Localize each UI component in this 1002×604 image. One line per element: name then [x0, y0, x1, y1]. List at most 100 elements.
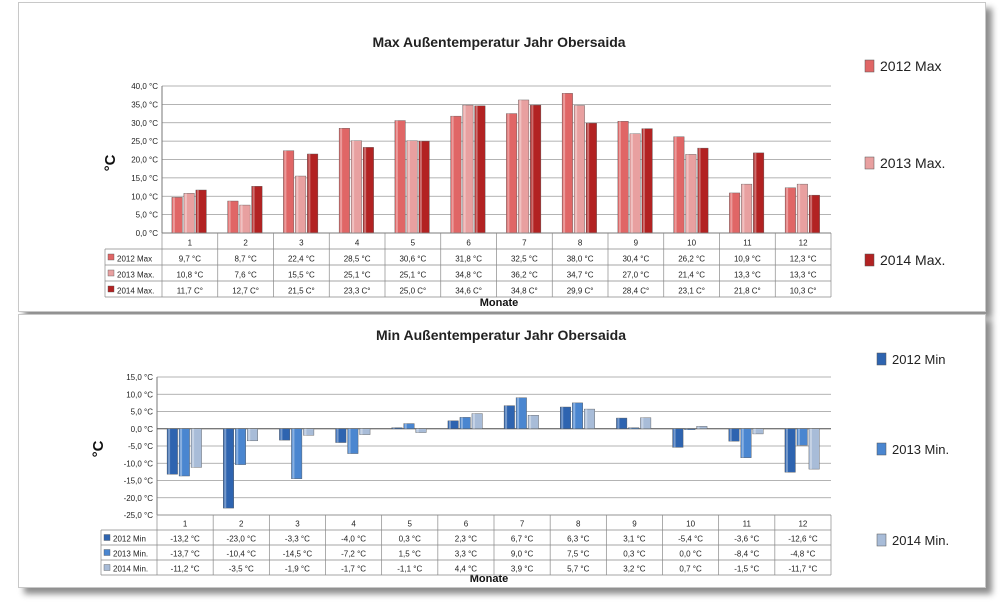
bar-highlight: [352, 140, 355, 233]
bar-highlight: [810, 195, 813, 233]
y-tick-label: 20,0 °C: [131, 156, 158, 165]
bar-highlight: [531, 105, 534, 233]
bar-highlight: [629, 427, 632, 429]
bar-min-s1-m4: [347, 428, 359, 454]
bar-highlight: [797, 428, 800, 446]
data-label: 30,6 °C: [399, 255, 426, 264]
bar-highlight: [340, 128, 343, 233]
bar-highlight: [742, 184, 745, 233]
table-series-name: 2012 Min: [113, 535, 146, 544]
bar-highlight: [754, 152, 757, 233]
bar-highlight: [573, 402, 576, 429]
data-label: 23,3 C°: [344, 287, 371, 296]
bar-min-s1-m12: [796, 428, 808, 446]
bar-highlight: [168, 428, 171, 475]
y-axis-label: °C: [90, 440, 107, 457]
data-label: 23,1 C°: [678, 287, 705, 296]
bar-highlight: [296, 176, 299, 233]
bar-highlight: [685, 428, 688, 430]
data-label: -11,7 °C: [788, 565, 817, 574]
bar-highlight: [416, 428, 419, 433]
y-tick-label: -15,0 °C: [124, 477, 154, 486]
x-tick-label: 7: [522, 239, 527, 248]
x-tick-label: 4: [355, 239, 360, 248]
bar-highlight: [252, 186, 255, 233]
bars: [166, 397, 820, 509]
bar-min-s2-m11: [752, 428, 764, 435]
data-label: -23,0 °C: [227, 535, 257, 544]
data-label: 1,5 °C: [399, 550, 422, 559]
y-tick-label: 5,0 °C: [131, 408, 154, 417]
y-axis-ticks: 0,0 °C 5,0 °C 10,0 °C 15,0 °C 20,0 °C 25,0 °C…: [131, 82, 158, 238]
data-label: 6,7 °C: [511, 535, 534, 544]
table-series-name: 2012 Max: [117, 255, 152, 264]
table-legend-key: [107, 269, 115, 277]
bar-min-s2-m9: [640, 417, 652, 429]
y-tick-label: -20,0 °C: [124, 494, 154, 503]
bar-min-s0-m2: [223, 428, 234, 509]
bar-highlight: [172, 197, 175, 233]
min-temperature-chart-panel: Min Außentemperatur Jahr Obersaida °C Mo…: [18, 314, 986, 588]
y-tick-label: -5,0 °C: [128, 442, 153, 451]
bar-min-s0-m10: [672, 428, 684, 448]
bar-highlight: [641, 417, 644, 429]
bar-highlight: [404, 423, 407, 429]
bar-highlight: [360, 428, 363, 435]
y-tick-label: -25,0 °C: [124, 511, 154, 520]
bar-min-s0-m1: [166, 428, 178, 475]
bar-min-s0-m11: [728, 428, 740, 442]
bar-min-s1-m1: [178, 428, 190, 477]
data-label: -1,1 °C: [397, 565, 422, 574]
bar-highlight: [460, 417, 463, 429]
bar-min-s2-m7: [527, 415, 539, 429]
data-label: 0,3 °C: [623, 550, 646, 559]
bar-highlight: [529, 415, 532, 429]
data-label: 5,7 °C: [567, 565, 590, 574]
data-label: 34,8 °C: [455, 271, 482, 280]
bar-min-s0-m9: [616, 417, 628, 429]
bar-highlight: [196, 190, 199, 233]
data-label: 8,7 °C: [234, 255, 257, 264]
data-label: -13,7 °C: [170, 550, 200, 559]
data-label: -11,2 °C: [171, 565, 200, 574]
data-label: -3,3 °C: [285, 535, 310, 544]
bar-highlight: [280, 428, 283, 441]
data-label: 0,3 °C: [399, 535, 422, 544]
data-label: 6,3 °C: [567, 535, 590, 544]
bar-highlight: [192, 428, 195, 468]
x-tick-label: 5: [411, 239, 416, 248]
data-label: 2,3 °C: [455, 535, 478, 544]
legend-label: 2014 Max.: [880, 252, 945, 268]
legend: 2012 Min 2013 Min. 2014 Min.: [876, 352, 949, 548]
data-label: 9,7 °C: [179, 255, 202, 264]
gridlines: [156, 376, 831, 516]
data-label: 34,8 C°: [511, 287, 538, 296]
data-label: 3,1 °C: [623, 535, 646, 544]
legend-label: 2012 Min: [892, 352, 945, 367]
x-tick-label: 12: [799, 239, 808, 248]
bar-highlight: [730, 192, 733, 233]
legend-swatch: [864, 59, 875, 73]
max-temperature-chart: Max Außentemperatur Jahr Obersaida °C Mo…: [102, 34, 945, 309]
data-label: -4,8 °C: [790, 550, 815, 559]
bar-highlight: [308, 153, 311, 233]
data-label: 22,4 °C: [288, 255, 315, 264]
x-tick-label: 6: [464, 520, 469, 529]
bar-highlight: [618, 121, 621, 233]
x-axis-label: Monate: [470, 573, 509, 585]
y-tick-label: 10,0 °C: [126, 390, 153, 399]
legend-label: 2012 Max: [880, 58, 941, 74]
y-tick-label: -10,0 °C: [124, 459, 154, 468]
x-tick-label: 10: [686, 520, 695, 529]
data-label: 28,5 °C: [344, 255, 371, 264]
data-label: -7,2 °C: [341, 550, 366, 559]
data-label: -1,5 °C: [734, 565, 759, 574]
data-label: 15,5 °C: [288, 271, 315, 280]
data-label: 4,4 °C: [455, 565, 478, 574]
bar-min-s0-m12: [784, 428, 796, 473]
legend-label: 2013 Min.: [892, 442, 949, 457]
legend-swatch: [876, 533, 887, 547]
bar-highlight: [407, 140, 410, 233]
table-legend-key: [103, 534, 111, 541]
